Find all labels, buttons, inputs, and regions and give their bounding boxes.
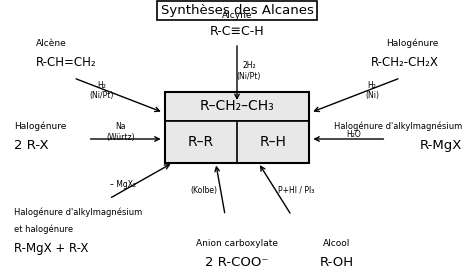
Text: Synthèses des Alcanes: Synthèses des Alcanes bbox=[161, 4, 313, 17]
Text: Alcyne: Alcyne bbox=[222, 11, 252, 20]
Text: Alcool: Alcool bbox=[323, 239, 350, 248]
Bar bbox=[165, 92, 309, 121]
Text: 2H₂
(Ni/Pt): 2H₂ (Ni/Pt) bbox=[237, 61, 261, 81]
Text: Na
(Würtz): Na (Würtz) bbox=[107, 122, 135, 142]
Text: R-MgX: R-MgX bbox=[420, 140, 462, 152]
Text: R-OH: R-OH bbox=[319, 256, 354, 269]
Text: 2 R-X: 2 R-X bbox=[14, 140, 49, 152]
Text: (Kolbe): (Kolbe) bbox=[191, 186, 217, 195]
Text: R-CH=CH₂: R-CH=CH₂ bbox=[36, 56, 96, 69]
Text: H₂O: H₂O bbox=[346, 130, 361, 139]
Text: R-C≡C-H: R-C≡C-H bbox=[210, 26, 264, 38]
Text: H₂
(Ni/Pt): H₂ (Ni/Pt) bbox=[90, 81, 114, 100]
Text: H₂
(Ni): H₂ (Ni) bbox=[365, 81, 379, 100]
Text: 2 R-COO⁻: 2 R-COO⁻ bbox=[205, 256, 269, 269]
Text: Halogénure d'alkylmagnésium: Halogénure d'alkylmagnésium bbox=[14, 208, 143, 217]
Text: – MgX₂: – MgX₂ bbox=[110, 180, 137, 189]
Text: et halogénure: et halogénure bbox=[14, 225, 73, 234]
Text: R–R: R–R bbox=[188, 135, 214, 149]
Text: Alcène: Alcène bbox=[36, 39, 66, 48]
Text: R-CH₂-CH₂X: R-CH₂-CH₂X bbox=[371, 56, 438, 69]
Text: Halogénure: Halogénure bbox=[386, 38, 438, 48]
Text: Halogénure: Halogénure bbox=[14, 122, 66, 131]
Text: R–CH₂–CH₃: R–CH₂–CH₃ bbox=[200, 99, 274, 113]
Text: P+HI / PI₃: P+HI / PI₃ bbox=[278, 186, 314, 195]
Bar bbox=[165, 121, 309, 163]
Text: R–H: R–H bbox=[260, 135, 287, 149]
Bar bbox=[165, 92, 309, 163]
Text: R-MgX + R-X: R-MgX + R-X bbox=[14, 242, 89, 255]
Text: Anion carboxylate: Anion carboxylate bbox=[196, 239, 278, 248]
Text: Halogénure d'alkylmagnésium: Halogénure d'alkylmagnésium bbox=[334, 122, 462, 131]
